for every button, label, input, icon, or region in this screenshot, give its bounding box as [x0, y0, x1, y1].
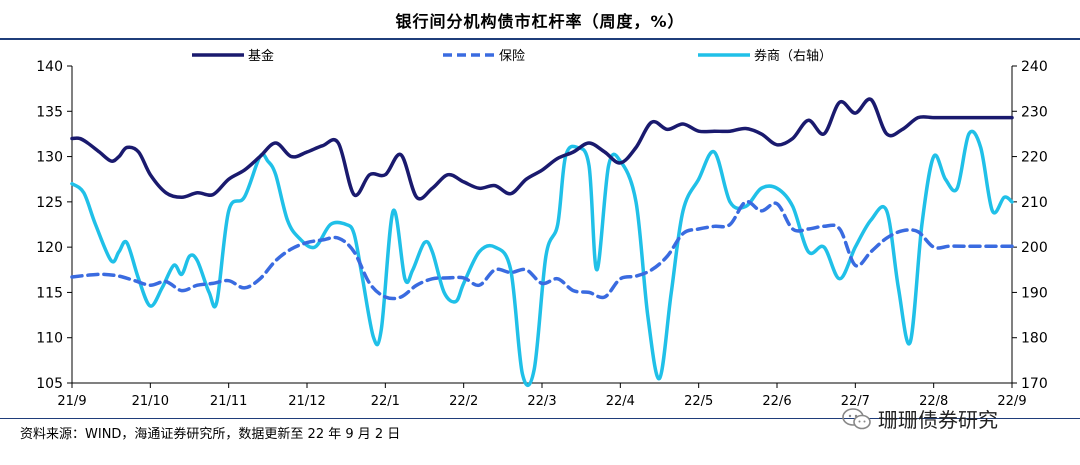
- x-tick-label: 21/12: [288, 394, 325, 409]
- y-right-tick-label: 200: [1021, 240, 1048, 256]
- legend-label-2: 券商（右轴）: [754, 48, 832, 64]
- x-tick-label: 22/2: [449, 394, 478, 409]
- chart-legend: 基金 保险 券商（右轴）: [192, 48, 832, 64]
- x-tick-label: 21/9: [57, 394, 86, 409]
- watermark: 珊珊债券研究: [842, 404, 998, 433]
- wechat-icon: [842, 407, 871, 429]
- y-right-tick-label: 220: [1021, 150, 1048, 166]
- x-tick-label: 22/4: [606, 394, 635, 409]
- x-tick-label: 22/9: [997, 394, 1026, 409]
- x-tick-label: 21/10: [132, 394, 169, 409]
- y-left-tick-label: 125: [36, 195, 63, 211]
- y-right-tick-label: 230: [1021, 104, 1048, 120]
- legend-label-1: 保险: [499, 49, 525, 64]
- series-line-0: [70, 97, 1014, 201]
- y-left-tick-label: 120: [36, 240, 63, 256]
- y-left-tick-label: 140: [36, 59, 63, 75]
- y-left-tick-label: 115: [36, 285, 63, 301]
- y-left-tick-label: 105: [36, 376, 63, 392]
- chart-series: [70, 97, 1014, 387]
- x-tick-label: 21/11: [210, 394, 247, 409]
- series-line-1: [70, 199, 1014, 301]
- leverage-line-chart: 基金 保险 券商（右轴） 105 110 115 120 125 130 135 140 170 18…: [36, 48, 1047, 409]
- chart-axes: 105 110 115 120 125 130 135 140 170 180 190 200 210 2…: [36, 59, 1047, 409]
- y-right-tick-label: 240: [1021, 59, 1048, 75]
- legend-label-0: 基金: [248, 48, 274, 64]
- x-tick-label: 22/7: [841, 394, 870, 409]
- series-line-2: [70, 129, 1014, 387]
- y-right-tick-label: 210: [1021, 195, 1048, 211]
- x-tick-label: 22/3: [527, 394, 556, 409]
- x-tick-label: 22/5: [684, 394, 713, 409]
- top-rule: [0, 38, 1080, 40]
- y-right-tick-label: 170: [1021, 376, 1048, 392]
- watermark-text: 珊珊债券研究: [878, 408, 998, 432]
- y-left-tick-label: 130: [36, 150, 63, 166]
- x-tick-label: 22/1: [371, 394, 400, 409]
- y-left-tick-label: 110: [36, 331, 63, 347]
- x-tick-label: 22/8: [919, 394, 948, 409]
- x-tick-label: 22/6: [762, 394, 791, 409]
- y-right-tick-label: 190: [1021, 285, 1048, 301]
- bottom-rule: [0, 418, 1080, 419]
- y-left-tick-label: 135: [36, 104, 63, 120]
- y-right-tick-label: 180: [1021, 331, 1048, 347]
- chart-title: 银行间分机构债市杠杆率（周度，%）: [395, 12, 685, 31]
- source-note: 资料来源：WIND，海通证券研究所，数据更新至 22 年 9 月 2 日: [20, 427, 401, 442]
